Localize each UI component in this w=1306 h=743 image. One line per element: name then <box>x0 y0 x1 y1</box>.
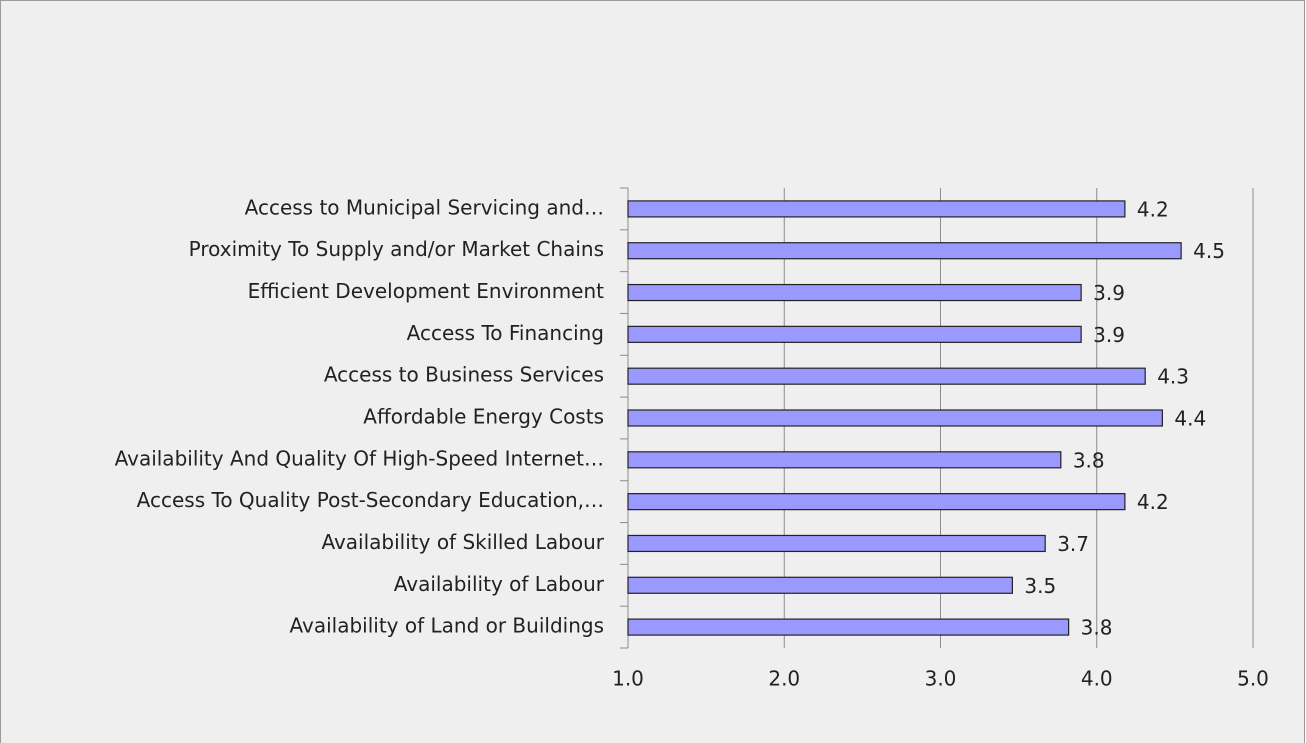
data-label: 4.5 <box>1193 239 1225 263</box>
y-tick-label: Proximity To Supply and/or Market Chains <box>189 237 604 261</box>
y-tick-label: Affordable Energy Costs <box>363 405 604 429</box>
bar <box>627 493 1126 511</box>
bar <box>627 451 1062 469</box>
x-tick-label: 3.0 <box>925 667 957 691</box>
x-tick-label: 2.0 <box>768 667 800 691</box>
y-tick-label: Efficient Development Environment <box>248 279 605 303</box>
bar <box>627 283 1082 302</box>
y-tick-label: Access to Business Services <box>324 363 604 387</box>
y-tick-label: Access to Municipal Servicing and… <box>245 195 604 219</box>
y-tick-label: Availability And Quality Of High-Speed I… <box>115 446 604 470</box>
data-label: 4.4 <box>1174 407 1206 431</box>
data-label: 3.5 <box>1024 574 1056 598</box>
y-tick-label: Availability of Skilled Labour <box>321 530 604 554</box>
x-tick-label: 5.0 <box>1237 667 1269 691</box>
bar <box>627 576 1013 594</box>
data-label: 3.9 <box>1093 323 1125 347</box>
bar <box>627 242 1182 260</box>
data-label: 3.8 <box>1073 448 1105 472</box>
data-label: 4.2 <box>1137 490 1169 514</box>
bar <box>627 409 1163 427</box>
data-label: 3.8 <box>1081 616 1113 640</box>
data-label: 4.3 <box>1157 365 1189 389</box>
y-tick-label: Access To Quality Post-Secondary Educati… <box>137 488 604 512</box>
y-tick-label: Availability of Land or Buildings <box>289 614 604 638</box>
y-tick-label: Access To Financing <box>407 321 604 345</box>
data-label: 3.7 <box>1057 532 1089 556</box>
data-label: 4.2 <box>1137 197 1169 221</box>
bar <box>627 325 1082 343</box>
bar <box>627 367 1146 385</box>
x-tick-label: 4.0 <box>1081 667 1113 691</box>
x-tick-label: 1.0 <box>612 667 644 691</box>
data-label: 3.9 <box>1093 281 1125 305</box>
bar <box>627 200 1126 218</box>
bar <box>627 618 1070 636</box>
bar <box>627 534 1046 553</box>
y-tick-label: Availability of Labour <box>394 572 605 596</box>
